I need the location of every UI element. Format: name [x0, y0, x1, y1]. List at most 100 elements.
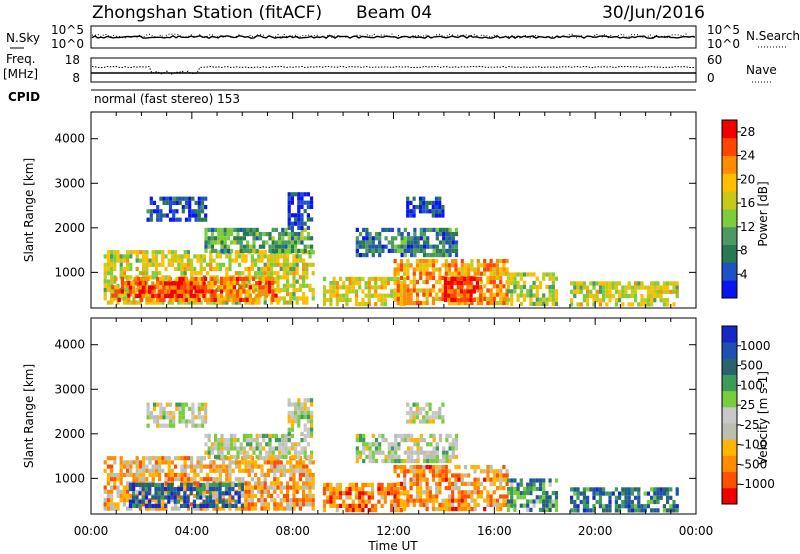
- heatmap-cell: [180, 487, 184, 492]
- heatmap-cell: [242, 454, 246, 459]
- heatmap-cell: [130, 281, 134, 286]
- heatmap-cell: [354, 297, 359, 302]
- heatmap-cell: [322, 499, 327, 504]
- heatmap-cell: [170, 258, 174, 263]
- heatmap-cell: [199, 300, 203, 305]
- heatmap-cell: [263, 250, 267, 255]
- heatmap-cell: [218, 296, 222, 301]
- heatmap-cell: [362, 459, 366, 464]
- heatmap-cell: [273, 262, 277, 267]
- heatmap-cell: [199, 271, 203, 276]
- heatmap-cell: [486, 502, 490, 507]
- heatmap-cell: [231, 468, 235, 473]
- heatmap-cell: [236, 450, 240, 455]
- heatmap-cell: [186, 482, 190, 487]
- heatmap-cell: [204, 276, 208, 281]
- heatmap-cell: [529, 478, 533, 483]
- heatmap-cell: [434, 205, 439, 210]
- heatmap-cell: [132, 285, 136, 290]
- nsearch-tick-bottom: 10^0: [707, 37, 740, 51]
- heatmap-cell: [157, 293, 161, 299]
- heatmap-cell: [380, 487, 384, 492]
- heatmap-cell: [226, 232, 230, 237]
- colorbar-segment: [722, 326, 737, 343]
- heatmap-cell: [170, 472, 174, 478]
- heatmap-cell: [422, 244, 427, 249]
- heatmap-cell: [361, 503, 365, 508]
- heatmap-cell: [522, 297, 527, 302]
- heatmap-cell: [554, 495, 559, 500]
- heatmap-cell: [627, 487, 631, 492]
- heatmap-cell: [212, 506, 216, 511]
- heatmap-cell: [162, 285, 166, 290]
- heatmap-cell: [659, 487, 663, 492]
- time-axis-label: Time UT: [367, 539, 418, 553]
- heatmap-cell: [442, 454, 446, 459]
- heatmap-cell: [154, 456, 158, 461]
- heatmap-cell: [589, 508, 593, 513]
- heatmap-cell: [640, 293, 644, 299]
- heatmap-cell: [393, 271, 397, 276]
- heatmap-cell: [413, 450, 417, 455]
- heatmap-cell: [393, 502, 397, 507]
- heatmap-cell: [106, 464, 110, 469]
- heatmap-cell: [322, 302, 327, 307]
- heatmap-cell: [262, 446, 266, 451]
- heatmap-cell: [510, 482, 514, 487]
- heatmap-cell: [260, 493, 264, 499]
- heatmap-cell: [377, 297, 381, 302]
- heatmap-cell: [210, 244, 214, 249]
- heatmap-cell: [265, 433, 269, 438]
- heatmap-cell: [586, 285, 590, 290]
- heatmap-cell: [164, 275, 168, 280]
- heatmap-cell: [399, 481, 404, 486]
- heatmap-cell: [463, 297, 467, 302]
- heatmap-cell: [138, 506, 142, 511]
- heatmap-cell: [144, 482, 148, 487]
- heatmap-cell: [268, 450, 272, 455]
- heatmap-cell: [263, 254, 267, 259]
- heatmap-cell: [122, 493, 126, 499]
- heatmap-cell: [306, 398, 310, 403]
- heatmap-cell: [282, 300, 286, 305]
- heatmap-cell: [467, 507, 471, 512]
- heatmap-cell: [486, 494, 490, 499]
- heatmap-cell: [290, 433, 294, 438]
- heatmap-cell: [206, 485, 210, 490]
- heatmap-cell: [305, 477, 309, 482]
- heatmap-cell: [270, 258, 274, 263]
- heatmap-cell: [239, 289, 243, 294]
- heatmap-cell: [454, 244, 459, 249]
- heatmap-cell: [257, 481, 261, 486]
- heatmap-cell: [611, 285, 615, 290]
- heatmap-cell: [445, 438, 449, 443]
- heatmap-cell: [428, 469, 432, 474]
- heatmap-cell: [226, 281, 230, 286]
- heatmap-cell: [532, 503, 536, 508]
- heatmap-cell: [605, 289, 609, 294]
- heatmap-cell: [119, 456, 123, 461]
- heatmap-cell: [666, 298, 670, 303]
- heatmap-cell: [183, 281, 187, 286]
- heatmap-cell: [260, 485, 264, 490]
- heatmap-cell: [142, 250, 146, 255]
- heatmap-cell: [479, 469, 484, 474]
- colorbar-segment: [722, 244, 737, 263]
- heatmap-cell: [329, 495, 333, 500]
- heatmap-cell: [311, 502, 315, 507]
- heatmap-cell: [199, 460, 203, 465]
- heatmap-cell: [241, 506, 245, 511]
- heatmap-cell: [460, 481, 464, 486]
- heatmap-cell: [410, 450, 414, 455]
- heatmap-cell: [215, 506, 219, 511]
- heatmap-cell: [522, 293, 527, 298]
- heatmap-cell: [286, 460, 290, 465]
- heatmap-cell: [495, 477, 500, 482]
- heatmap-cell: [151, 503, 155, 508]
- heatmap-cell: [300, 236, 304, 241]
- heatmap-cell: [231, 300, 235, 305]
- heatmap-cell: [406, 271, 410, 276]
- heatmap-cell: [396, 292, 400, 297]
- heatmap-cell: [206, 300, 210, 305]
